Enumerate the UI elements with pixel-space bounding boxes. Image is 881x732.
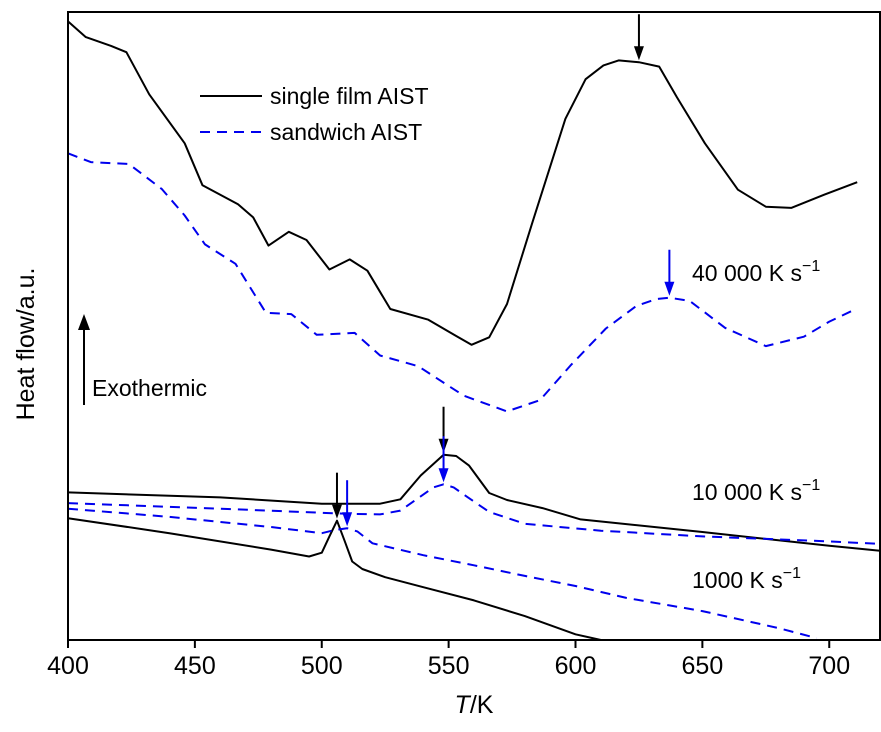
peak-marker-layer — [331, 14, 675, 527]
series-single-film-aist-1000-k-s-1 — [67, 517, 602, 641]
series-sandwich-aist-10-000-k-s-1 — [67, 483, 881, 545]
exothermic-indicator: Exothermic — [78, 314, 207, 405]
peak-marker-1 — [633, 14, 644, 61]
peak-marker-5 — [331, 472, 342, 519]
series-sandwich-aist-1000-k-s-1 — [67, 507, 817, 640]
arrow-down-icon — [633, 46, 644, 61]
rate-label-40000-value: 40 000 K s — [692, 260, 802, 286]
exothermic-label: Exothermic — [92, 375, 207, 401]
x-tick-label-550: 550 — [428, 652, 470, 680]
legend-label-single-film: single film AIST — [270, 83, 429, 109]
arrow-down-icon — [331, 504, 342, 519]
x-tick-label-700: 700 — [808, 652, 850, 680]
plot-frame — [67, 11, 881, 641]
peak-marker-6 — [342, 480, 353, 527]
legend: single film AIST sandwich AIST — [200, 83, 429, 145]
arrow-down-icon — [342, 512, 353, 527]
series-layer — [67, 20, 881, 641]
x-tick-label-650: 650 — [682, 652, 724, 680]
y-axis-title: Heat flow/a.u. — [12, 268, 40, 421]
x-axis-title-unit: /K — [470, 691, 494, 719]
rate-label-40000: 40 000 K s−1 — [692, 258, 820, 286]
rate-label-40000-exponent: −1 — [802, 258, 820, 275]
x-axis-title-symbol: T — [455, 691, 472, 719]
series-single-film-aist-10-000-k-s-1 — [67, 453, 881, 552]
exothermic-arrow-icon — [78, 314, 90, 330]
x-tick-layer: 400 450 500 550 600 650 700 — [47, 640, 850, 680]
rate-label-10000-exponent: −1 — [802, 477, 820, 494]
rate-label-1000-exponent: −1 — [783, 565, 801, 582]
rate-label-10000-value: 10 000 K s — [692, 479, 802, 505]
peak-marker-2 — [664, 249, 675, 296]
x-tick-label-450: 450 — [174, 652, 216, 680]
x-tick-label-600: 600 — [555, 652, 597, 680]
rate-label-10000: 10 000 K s−1 — [692, 477, 820, 505]
arrow-down-icon — [664, 281, 675, 296]
rate-label-1000-value: 1000 K s — [692, 567, 783, 593]
x-tick-label-400: 400 — [47, 652, 89, 680]
peak-marker-4 — [438, 436, 449, 483]
legend-label-sandwich: sandwich AIST — [270, 119, 422, 145]
arrow-down-icon — [438, 468, 449, 483]
x-tick-label-500: 500 — [301, 652, 343, 680]
series-single-film-aist-40-000-k-s-1 — [67, 20, 858, 346]
rate-label-1000: 1000 K s−1 — [692, 565, 801, 593]
x-axis-title: T/K — [455, 691, 494, 719]
